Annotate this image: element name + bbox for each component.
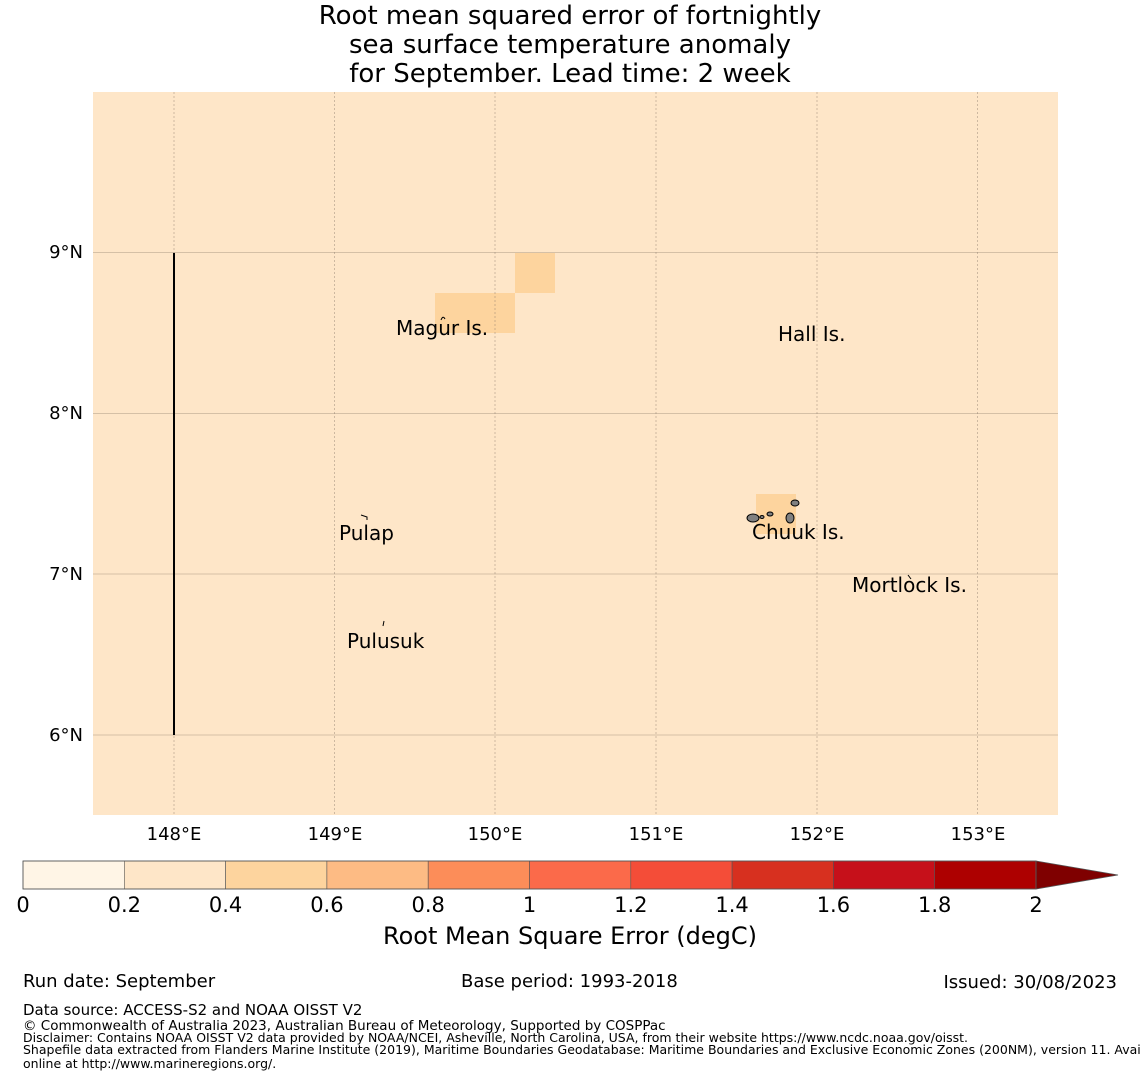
place-label-hall: Hall Is. bbox=[778, 322, 845, 346]
colorbar-swatch bbox=[124, 860, 226, 890]
rmse-cell bbox=[515, 253, 555, 293]
colorbar-tick-label: 0 bbox=[16, 893, 29, 917]
island-shapes bbox=[360, 316, 912, 627]
colorbar-tick-label: 2 bbox=[1029, 893, 1042, 917]
rmse-cell bbox=[435, 293, 515, 333]
base-period: Base period: 1993-2018 bbox=[461, 971, 678, 992]
lon-tick-label: 151°E bbox=[629, 824, 684, 845]
issued-date: Issued: 30/08/2023 bbox=[943, 972, 1117, 993]
lat-gridlines bbox=[93, 252, 1058, 736]
disclaimer: Disclaimer: Contains NOAA OISST V2 data … bbox=[23, 1030, 968, 1045]
place-label-pulusuk: Pulusuk bbox=[347, 629, 425, 653]
colorbar-tick-label: 0.6 bbox=[310, 893, 343, 917]
colorbar-tick-label: 1 bbox=[523, 893, 536, 917]
colorbar-swatch bbox=[934, 860, 1037, 890]
place-label-chuuk: Chuuk Is. bbox=[752, 520, 845, 544]
copyright: © Commonwealth of Australia 2023, Austra… bbox=[23, 1018, 666, 1034]
lon-tick-label: 152°E bbox=[790, 824, 845, 845]
shapefile-credit-url: online at http://www.marineregions.org/. bbox=[23, 1056, 277, 1071]
map-title: Root mean squared error of fortnightly s… bbox=[0, 2, 1140, 89]
run-date: Run date: September bbox=[23, 971, 216, 992]
colorbar-swatch bbox=[22, 860, 125, 890]
colorbar-swatch bbox=[225, 860, 328, 890]
colorbar-outline bbox=[22, 860, 1037, 890]
lat-tick-label: 7°N bbox=[49, 564, 83, 585]
title-line-1: Root mean squared error of fortnightly bbox=[318, 1, 822, 31]
data-source: Data source: ACCESS-S2 and NOAA OISST V2 bbox=[23, 1001, 363, 1019]
colorbar-tick-label: 1.6 bbox=[817, 893, 850, 917]
colorbar-tick-label: 0.2 bbox=[108, 893, 141, 917]
lon-tick-label: 148°E bbox=[147, 824, 202, 845]
map-background bbox=[93, 92, 1058, 815]
place-label-magur: Magur Is. bbox=[396, 316, 488, 340]
colorbar-tick-label: 0.8 bbox=[411, 893, 444, 917]
colorbar-swatch bbox=[326, 860, 429, 890]
title-line-3: for September. Lead time: 2 week bbox=[349, 59, 791, 89]
lon-tick-label: 150°E bbox=[468, 824, 523, 845]
lon-tick-label: 149°E bbox=[308, 824, 363, 845]
colorbar-tick-label: 1.4 bbox=[715, 893, 748, 917]
lat-tick-label: 6°N bbox=[49, 725, 83, 746]
lat-tick-label: 8°N bbox=[49, 403, 83, 424]
colorbar-tick-label: 1.2 bbox=[614, 893, 647, 917]
colorbar-tick-label: 1.8 bbox=[918, 893, 951, 917]
title-line-2: sea surface temperature anomaly bbox=[349, 30, 791, 60]
lat-tick-label: 9°N bbox=[49, 242, 83, 263]
colorbar-swatch bbox=[427, 860, 530, 890]
colorbar: 0 0.2 0.4 0.6 0.8 1 1.2 1.4 1.6 1.8 2 Root Mean Sq… bbox=[16, 860, 1119, 950]
shapefile-credit: Shapefile data extracted from Flanders M… bbox=[23, 1042, 1140, 1057]
colorbar-extend-arrow bbox=[1035, 860, 1119, 890]
colorbar-swatch bbox=[529, 860, 632, 890]
map-figure: Magur Is. Hall Is. Pulap Chuuk Is. Mortl… bbox=[16, 92, 1119, 950]
lon-tick-label: 153°E bbox=[951, 824, 1006, 845]
colorbar-tick-label: 0.4 bbox=[209, 893, 242, 917]
colorbar-swatch bbox=[731, 860, 834, 890]
colorbar-swatch bbox=[630, 860, 733, 890]
place-label-pulap: Pulap bbox=[339, 521, 394, 545]
place-label-mortlock: Mortlock Is. bbox=[852, 573, 967, 597]
colorbar-title: Root Mean Square Error (degC) bbox=[383, 922, 757, 950]
colorbar-swatch bbox=[833, 860, 936, 890]
